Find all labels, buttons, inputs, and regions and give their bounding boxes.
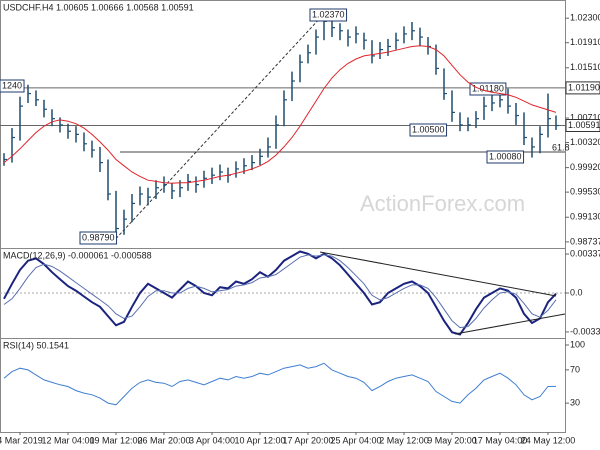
watermark: ActionForex.com (360, 191, 525, 216)
annotation-box (409, 123, 448, 137)
y-tick-label: 70 (570, 364, 580, 374)
x-tick-label: 3 Apr 04:00 (189, 435, 235, 445)
y-tick-label: 30 (570, 397, 580, 407)
y-tick-label: 1.00320 (570, 137, 600, 147)
annotation-box (0, 79, 25, 93)
annotation: 61.8 (552, 142, 570, 152)
panel-title: RSI(14) 50.1541 (3, 340, 69, 350)
y-tick-label: 1.01510 (570, 62, 600, 72)
y-tick-label: 0.003377 (570, 248, 600, 258)
annotation: 1.02370 (312, 9, 345, 19)
x-tick-label: 10 Apr 12:00 (234, 435, 285, 445)
annotation-box (486, 150, 525, 164)
annotation: 0.98790 (82, 232, 115, 242)
y-tick-label: 0.99920 (570, 162, 600, 172)
level-label-box (565, 81, 600, 95)
x-tick-label: 12 Mar 04:00 (41, 435, 94, 445)
x-tick-label: 4 Mar 2019 (0, 435, 43, 445)
annotation: 1.00080 (489, 151, 522, 161)
y-tick-label: -0.003373 (570, 326, 600, 336)
annotation-box (79, 231, 118, 245)
y-tick-label: 100 (570, 339, 585, 349)
x-tick-label: 9 May 20:00 (427, 435, 477, 445)
panel-frame (0, 338, 566, 433)
y-tick-label: 0.0 (570, 287, 583, 297)
panel-title: MACD(12,26,9) -0.000061 -0.000588 (3, 250, 152, 260)
level-label: 1.01190 (568, 82, 600, 92)
annotation-box (469, 82, 507, 96)
macd-trend (454, 313, 566, 335)
annotation: 1.01180 (472, 83, 504, 93)
x-tick-label: 2 May 12:00 (379, 435, 429, 445)
y-tick-label: 0.99130 (570, 212, 600, 222)
y-tick-label: 0.99530 (570, 186, 600, 196)
macd-trend (319, 251, 557, 297)
panel-title: USDCHF.H4 1.00605 1.00666 1.00568 1.0059… (3, 2, 194, 12)
series-line (3, 362, 557, 406)
series-line (3, 45, 557, 184)
trend-line (115, 13, 325, 239)
x-tick-label: 25 Apr 04:00 (330, 435, 381, 445)
x-tick-label: 26 Mar 20:00 (137, 435, 190, 445)
annotation: 1240 (2, 80, 22, 90)
x-tick-label: 17 May 04:00 (473, 435, 528, 445)
x-tick-label: 19 Mar 12:00 (89, 435, 142, 445)
y-tick-label: 1.01910 (570, 37, 600, 47)
series-line (3, 254, 557, 329)
x-tick-label: 17 Apr 20:00 (282, 435, 333, 445)
annotation-box (309, 8, 348, 22)
y-tick-label: 1.02300 (570, 13, 600, 23)
x-tick-label: 24 May 12:00 (521, 435, 576, 445)
annotation: 1.00500 (412, 124, 445, 134)
level-label: 1.00591 (568, 120, 600, 130)
y-tick-label: 1.00710 (570, 112, 600, 122)
y-tick-label: 0.98737 (570, 236, 600, 246)
level-label-box (565, 119, 600, 133)
series-line (3, 250, 557, 336)
